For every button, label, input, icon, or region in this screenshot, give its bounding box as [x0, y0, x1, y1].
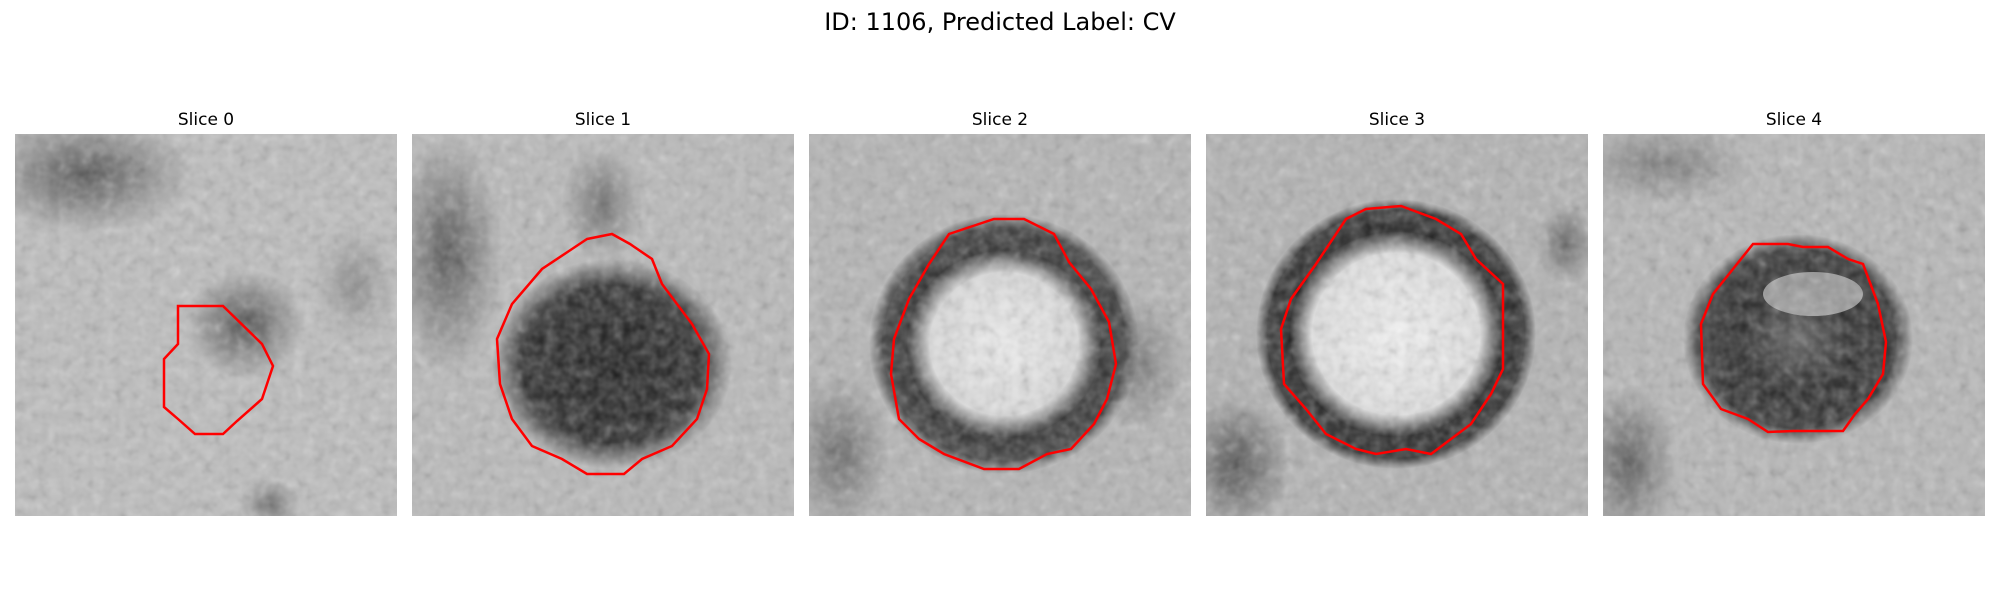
figure-title: ID: 1106, Predicted Label: CV: [824, 8, 1176, 36]
slice-title-3: Slice 3: [1368, 110, 1426, 130]
segmentation-contour: [162, 304, 275, 436]
pixel-noise: [15, 134, 397, 516]
slice-image-2: [809, 134, 1191, 516]
slice-title-1: Slice 1: [574, 110, 632, 130]
slice-panel-3: Slice 3: [1206, 108, 1588, 516]
pixel-noise: [1603, 134, 1985, 516]
slice-panel-0: Slice 0: [15, 108, 397, 516]
segmentation-contour: [889, 217, 1118, 471]
segmentation-contour: [1699, 242, 1888, 434]
slice-image-1: [412, 134, 794, 516]
slice-panel-1: Slice 1: [412, 108, 794, 516]
slice-image-3: [1206, 134, 1588, 516]
slice-title-2: Slice 2: [971, 110, 1029, 130]
slice-title-0: Slice 0: [177, 110, 235, 130]
slice-panel-2: Slice 2: [809, 108, 1191, 516]
segmentation-contour: [495, 232, 711, 476]
slice-title-4: Slice 4: [1765, 110, 1823, 130]
pixel-noise: [412, 134, 794, 516]
segmentation-contour: [1279, 204, 1505, 456]
slice-image-4: [1603, 134, 1985, 516]
pixel-noise: [1206, 134, 1588, 516]
slice-panel-4: Slice 4: [1603, 108, 1985, 516]
pixel-noise: [809, 134, 1191, 516]
slice-image-0: [15, 134, 397, 516]
